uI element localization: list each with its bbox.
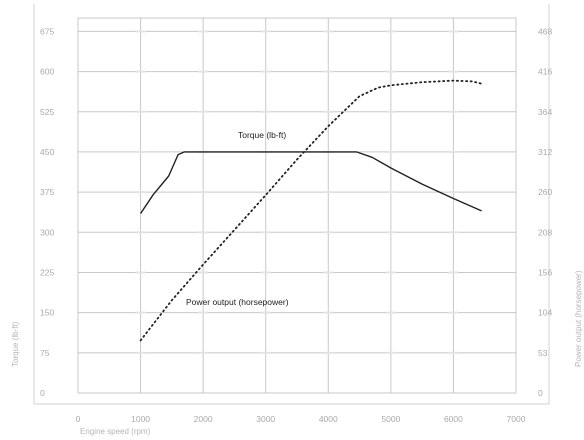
series-lines xyxy=(139,79,483,342)
plot-area-border xyxy=(77,17,517,394)
right-axis-ticks: 0 53 104 156 208 260 312 364 416 468 xyxy=(538,26,552,398)
right-tick-label: 364 xyxy=(538,107,552,117)
left-tick-label: 300 xyxy=(40,227,54,237)
right-tick-label: 468 xyxy=(538,26,552,36)
left-axis-title: Torque (lb-ft) xyxy=(11,321,20,367)
right-tick-label: 312 xyxy=(538,147,552,157)
left-tick-label: 600 xyxy=(40,67,54,77)
left-tick-label: 75 xyxy=(40,348,50,358)
right-tick-label: 156 xyxy=(538,267,552,277)
torque-series-label: Torque (lb-ft) xyxy=(238,130,286,140)
right-tick-label: 0 xyxy=(538,388,543,398)
left-tick-label: 375 xyxy=(40,187,54,197)
x-tick-label: 4000 xyxy=(319,414,338,424)
power-line xyxy=(139,79,483,342)
right-tick-label: 416 xyxy=(538,67,552,77)
right-axis-title: Power output (horsepower) xyxy=(574,270,583,367)
left-tick-label: 0 xyxy=(40,388,45,398)
x-axis-ticks: 0 1000 2000 3000 4000 5000 6000 7000 xyxy=(76,414,526,424)
power-series-label: Power output (horsepower) xyxy=(186,297,289,307)
x-tick-label: 0 xyxy=(76,414,81,424)
x-tick-label: 5000 xyxy=(381,414,400,424)
x-tick-label: 7000 xyxy=(507,414,526,424)
torque-line xyxy=(140,151,482,214)
left-tick-label: 525 xyxy=(40,107,54,117)
x-tick-label: 2000 xyxy=(194,414,213,424)
axes-frame xyxy=(33,4,550,405)
left-tick-label: 225 xyxy=(40,267,54,277)
left-axis-ticks: 0 75 150 225 300 375 450 525 600 675 xyxy=(40,26,54,398)
right-tick-label: 104 xyxy=(538,308,552,318)
left-tick-label: 150 xyxy=(40,308,54,318)
left-tick-label: 675 xyxy=(40,26,54,36)
right-tick-label: 260 xyxy=(538,187,552,197)
left-tick-label: 450 xyxy=(40,147,54,157)
x-tick-label: 6000 xyxy=(444,414,463,424)
x-tick-label: 1000 xyxy=(131,414,150,424)
right-tick-label: 53 xyxy=(538,348,548,358)
x-axis-title: Engine speed (rpm) xyxy=(80,427,151,436)
x-tick-label: 3000 xyxy=(256,414,275,424)
right-tick-label: 208 xyxy=(538,227,552,237)
